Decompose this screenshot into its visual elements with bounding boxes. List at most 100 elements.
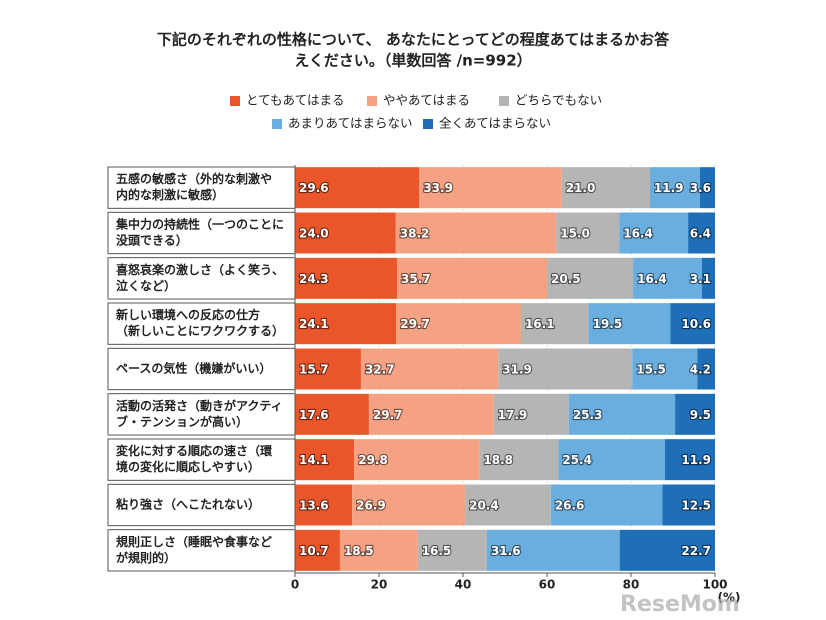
category-label: 境の変化に順応しやすい） (116, 459, 260, 474)
value-label: 31.6 (491, 544, 521, 558)
legend-swatch (499, 96, 509, 106)
category-label: ブ・テンションが高い） (116, 414, 248, 429)
value-label: 12.5 (681, 499, 711, 513)
value-label: 9.5 (690, 408, 711, 422)
bar-segment (568, 393, 676, 435)
value-label: 16.1 (525, 317, 555, 331)
bar-segment (465, 484, 551, 526)
bar-segment (633, 257, 702, 299)
value-label: 6.4 (690, 227, 711, 241)
bar-segment (520, 303, 589, 345)
bar-segment (397, 257, 547, 299)
bar-segment (396, 303, 521, 345)
value-label: 26.6 (555, 499, 585, 513)
bar-segment (619, 529, 715, 571)
bar-segment (295, 303, 397, 345)
x-unit: (%) (718, 591, 741, 605)
value-label: 16.4 (623, 227, 653, 241)
category-label: 没頭できる） (116, 233, 188, 248)
value-label: 10.6 (681, 317, 711, 331)
legend-swatch (367, 96, 377, 106)
bar-segment (295, 167, 420, 209)
bar-segment (352, 484, 466, 526)
bar-segment (670, 303, 715, 345)
chart-title: 下記のそれぞれの性格について、 あなたにとってどの程度あてはまるかお答 (157, 31, 670, 49)
bar-segment (295, 439, 355, 481)
bar-segment (688, 212, 715, 254)
value-label: 17.6 (299, 408, 329, 422)
bar-segment (295, 257, 398, 299)
chart-title: えください。（単数回答 /n=992） (294, 52, 531, 70)
value-label: 24.0 (299, 227, 329, 241)
bar-segment (295, 529, 340, 571)
value-label: 32.7 (365, 363, 395, 377)
value-label: 26.9 (356, 499, 386, 513)
category-label: 変化に対する順応の速さ（環 (116, 443, 273, 458)
value-label: 24.3 (299, 272, 329, 286)
value-label: 33.9 (423, 181, 453, 195)
legend-swatch (272, 119, 282, 129)
category-box (107, 211, 296, 255)
value-label: 19.5 (593, 317, 623, 331)
category-label: 活動の活発さ（動きがアクティ (116, 398, 283, 413)
bar-segment (649, 167, 700, 209)
value-label: 29.8 (358, 453, 388, 467)
x-tick-label: 0 (291, 578, 299, 592)
legend-label: とてもあてはまる (246, 93, 345, 108)
category-label: 五感の敏感さ（外的な刺激や (116, 171, 272, 186)
value-label: 25.3 (573, 408, 603, 422)
bar-segment (701, 257, 715, 299)
legend-swatch (423, 119, 433, 129)
value-label: 29.7 (400, 317, 430, 331)
value-label: 15.0 (560, 227, 590, 241)
value-label: 38.2 (400, 227, 430, 241)
bar-segment (493, 393, 569, 435)
category-box (107, 438, 296, 481)
value-label: 3.6 (690, 181, 711, 195)
bar-segment (395, 212, 557, 254)
bar-segment (662, 484, 715, 526)
category-label: （新しいことにワクワクする） (116, 323, 284, 338)
value-label: 31.9 (502, 363, 532, 377)
bar-segment (295, 393, 369, 435)
legend-swatch (230, 96, 240, 106)
bar-segment (486, 529, 620, 571)
bar-segment (619, 212, 689, 254)
value-label: 22.7 (681, 544, 711, 558)
category-label: が規則的） (116, 550, 176, 565)
bar-segment (675, 393, 715, 435)
value-label: 35.7 (401, 272, 431, 286)
bar-segment (360, 348, 499, 390)
value-label: 18.5 (344, 544, 374, 558)
value-label: 18.8 (483, 453, 513, 467)
bar-segment (550, 484, 663, 526)
value-label: 21.0 (566, 181, 596, 195)
value-label: 13.6 (299, 499, 329, 513)
value-label: 29.6 (299, 181, 329, 195)
x-tick-label: 40 (455, 578, 472, 592)
legend-label: どちらでもない (515, 93, 602, 108)
bar-segment (588, 303, 671, 345)
value-label: 15.5 (636, 363, 666, 377)
category-label: 喜怒哀楽の激しさ（よく笑う、 (116, 262, 284, 277)
value-label: 14.1 (299, 453, 329, 467)
value-label: 20.4 (469, 499, 499, 513)
category-label: 粘り強さ（へこたれない） (116, 497, 260, 512)
category-label: ペースの気性（機嫌がいい） (116, 361, 271, 376)
bar-segment (354, 439, 480, 481)
value-label: 15.7 (299, 363, 329, 377)
bar-segment (295, 212, 396, 254)
bar-segment (547, 257, 634, 299)
value-label: 29.7 (373, 408, 403, 422)
category-label: 規則正しさ（睡眠や食事など (116, 534, 272, 549)
watermark: ReseMom (620, 592, 740, 617)
value-label: 17.9 (498, 408, 528, 422)
bar-segment (558, 439, 666, 481)
value-label: 11.9 (681, 453, 711, 467)
x-tick-label: 100 (702, 578, 727, 592)
value-label: 3.1 (690, 272, 711, 286)
value-label: 20.5 (551, 272, 581, 286)
value-label: 11.9 (654, 181, 684, 195)
value-label: 4.2 (690, 363, 711, 377)
